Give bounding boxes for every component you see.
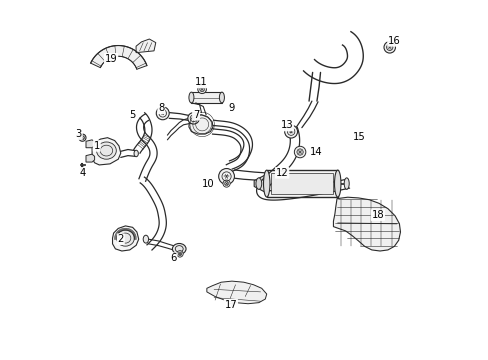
Text: 3: 3 bbox=[76, 129, 82, 139]
Text: 11: 11 bbox=[195, 77, 207, 87]
Text: 2: 2 bbox=[117, 234, 124, 244]
Polygon shape bbox=[212, 126, 249, 172]
Ellipse shape bbox=[172, 243, 185, 254]
Circle shape bbox=[79, 134, 86, 141]
Text: 14: 14 bbox=[309, 147, 322, 157]
Ellipse shape bbox=[344, 178, 348, 189]
Polygon shape bbox=[266, 170, 337, 197]
Text: 13: 13 bbox=[280, 121, 292, 130]
Polygon shape bbox=[112, 226, 139, 251]
Ellipse shape bbox=[188, 92, 194, 103]
Text: 7: 7 bbox=[192, 110, 199, 120]
Ellipse shape bbox=[334, 170, 340, 197]
Polygon shape bbox=[333, 197, 400, 251]
Text: 12: 12 bbox=[275, 168, 288, 178]
Circle shape bbox=[218, 168, 234, 184]
Polygon shape bbox=[86, 140, 94, 148]
Polygon shape bbox=[254, 174, 266, 193]
Polygon shape bbox=[136, 114, 157, 181]
Ellipse shape bbox=[255, 178, 261, 189]
Text: 9: 9 bbox=[228, 103, 235, 113]
Polygon shape bbox=[134, 113, 152, 153]
Ellipse shape bbox=[143, 235, 148, 243]
Text: 10: 10 bbox=[201, 179, 214, 189]
Circle shape bbox=[223, 180, 230, 187]
Polygon shape bbox=[270, 173, 333, 194]
Polygon shape bbox=[212, 120, 252, 169]
Ellipse shape bbox=[116, 230, 134, 246]
Text: 15: 15 bbox=[352, 132, 365, 142]
Ellipse shape bbox=[263, 170, 269, 197]
Polygon shape bbox=[92, 138, 121, 165]
Text: 4: 4 bbox=[79, 168, 85, 178]
Polygon shape bbox=[136, 39, 156, 53]
Circle shape bbox=[284, 125, 297, 138]
Circle shape bbox=[156, 107, 169, 120]
Polygon shape bbox=[140, 177, 166, 250]
Text: 18: 18 bbox=[371, 210, 384, 220]
Text: 8: 8 bbox=[158, 103, 164, 113]
Ellipse shape bbox=[219, 92, 224, 103]
Ellipse shape bbox=[134, 150, 138, 157]
Text: 1: 1 bbox=[93, 141, 100, 151]
Polygon shape bbox=[303, 32, 363, 84]
Circle shape bbox=[294, 146, 305, 158]
Polygon shape bbox=[188, 115, 212, 134]
Ellipse shape bbox=[96, 142, 116, 159]
Polygon shape bbox=[206, 281, 266, 304]
Polygon shape bbox=[256, 127, 349, 200]
Text: 16: 16 bbox=[387, 36, 400, 46]
Text: 6: 6 bbox=[170, 253, 176, 263]
Circle shape bbox=[383, 41, 395, 53]
Circle shape bbox=[176, 251, 183, 257]
Polygon shape bbox=[90, 45, 146, 69]
Polygon shape bbox=[191, 92, 222, 103]
Text: 17: 17 bbox=[224, 300, 237, 310]
Circle shape bbox=[187, 113, 199, 124]
Polygon shape bbox=[86, 154, 94, 162]
Text: 5: 5 bbox=[129, 111, 136, 121]
Circle shape bbox=[197, 85, 206, 94]
Text: 19: 19 bbox=[104, 54, 117, 64]
Polygon shape bbox=[80, 163, 84, 165]
